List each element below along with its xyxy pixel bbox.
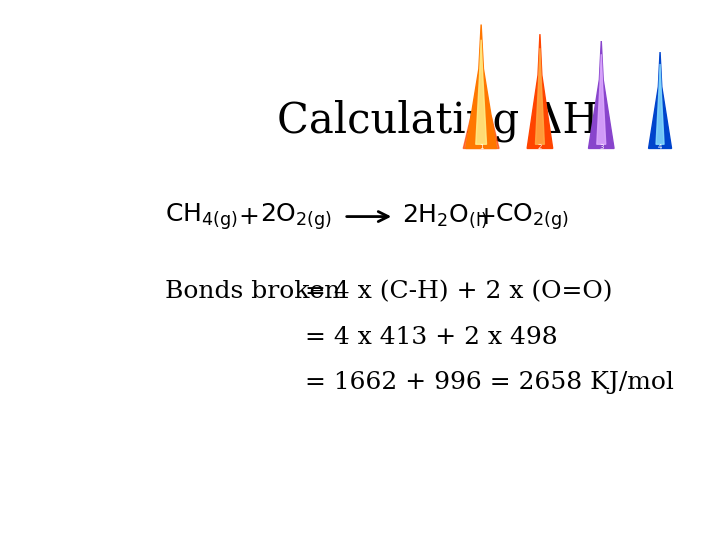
Polygon shape	[536, 48, 544, 144]
Polygon shape	[588, 41, 614, 148]
Polygon shape	[597, 54, 606, 144]
Text: Calculating ΔH: Calculating ΔH	[277, 100, 599, 142]
Text: 3: 3	[599, 144, 603, 150]
Text: Bonds broken: Bonds broken	[166, 280, 341, 303]
Polygon shape	[656, 64, 664, 144]
Text: 1: 1	[479, 144, 483, 150]
Text: $\mathrm{2H_2O_{(l)}}$: $\mathrm{2H_2O_{(l)}}$	[402, 203, 488, 230]
Text: $\mathrm{2O_{2(g)}}$: $\mathrm{2O_{2(g)}}$	[260, 201, 333, 232]
Text: $\mathrm{+}$: $\mathrm{+}$	[238, 205, 258, 228]
Polygon shape	[649, 52, 672, 148]
Text: = 1662 + 996 = 2658 KJ/mol: = 1662 + 996 = 2658 KJ/mol	[305, 372, 674, 394]
Text: $\mathrm{+}$: $\mathrm{+}$	[475, 205, 495, 228]
Polygon shape	[463, 99, 499, 148]
Text: 4: 4	[658, 144, 662, 150]
Text: 2: 2	[538, 144, 542, 150]
Text: $\mathrm{CH_{4(g)}}$: $\mathrm{CH_{4(g)}}$	[166, 201, 238, 232]
Polygon shape	[476, 40, 487, 144]
Text: = 4 x (C-H) + 2 x (O=O): = 4 x (C-H) + 2 x (O=O)	[305, 280, 612, 303]
Polygon shape	[466, 24, 497, 149]
Polygon shape	[527, 34, 553, 149]
Text: = 4 x 413 + 2 x 498: = 4 x 413 + 2 x 498	[305, 326, 557, 349]
Text: $\mathrm{CO_{2(g)}}$: $\mathrm{CO_{2(g)}}$	[495, 201, 568, 232]
